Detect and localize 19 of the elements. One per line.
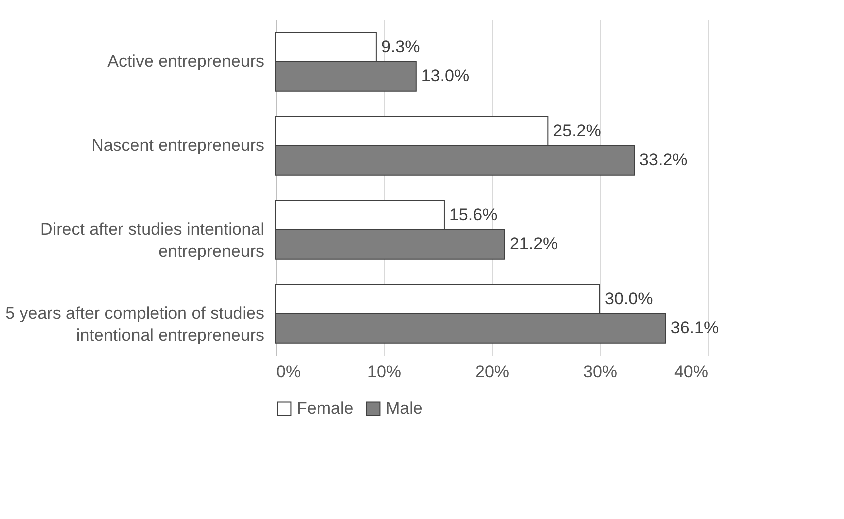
- y-tick-label: 5 years after completion of studies intentional entrepreneurs: [6, 304, 264, 345]
- x-tick-label: 30%: [583, 362, 618, 382]
- x-tick-label: 20%: [475, 362, 510, 382]
- data-label: 15.6%: [449, 205, 498, 224]
- data-label: 36.1%: [670, 318, 720, 338]
- x-tick-label: 40%: [674, 362, 708, 382]
- x-tick-label: 0%: [276, 362, 302, 382]
- data-label: 9.3%: [381, 37, 420, 56]
- x-tick-label: 10%: [367, 362, 402, 382]
- data-label: 21.2%: [510, 234, 558, 254]
- y-tick-label: Active entrepreneurs: [108, 52, 264, 71]
- data-label: 13.0%: [421, 66, 470, 86]
- data-label: 33.2%: [640, 150, 688, 170]
- legend-label: Male: [386, 398, 423, 418]
- legend-label: Female: [297, 398, 354, 418]
- y-tick-label: Nascent entrepreneurs: [92, 136, 264, 155]
- data-label: 30.0%: [605, 289, 654, 308]
- y-tick-label: Direct after studies intentional entrepreneurs: [40, 220, 264, 261]
- data-label: 25.2%: [553, 121, 602, 140]
